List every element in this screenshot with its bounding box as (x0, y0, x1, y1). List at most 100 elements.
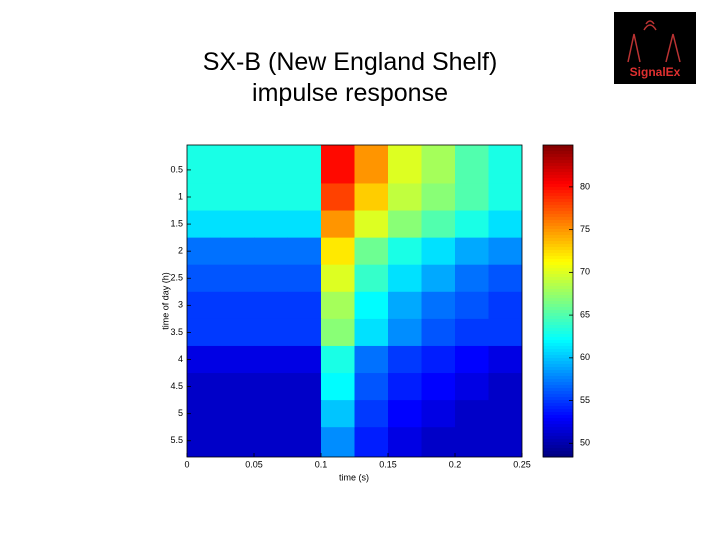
colorbar-tick-label: 65 (580, 309, 590, 319)
heatmap-cell (254, 264, 288, 293)
heatmap-cell (220, 345, 255, 374)
x-tick-label: 0.25 (513, 459, 531, 469)
colorbar-swatch (543, 289, 573, 293)
colorbar-swatch (543, 418, 573, 422)
heatmap-cell (220, 427, 255, 457)
colorbar-swatch (543, 379, 573, 383)
colorbar-swatch (543, 358, 573, 362)
heatmap-cell (421, 145, 456, 184)
colorbar-swatch (543, 157, 573, 161)
colorbar-swatch (543, 232, 573, 236)
heatmap-cell (455, 264, 489, 293)
heatmap-cell (220, 400, 255, 428)
colorbar-swatch (543, 292, 573, 296)
colorbar-swatch (543, 211, 573, 215)
heatmap-cell (488, 237, 522, 266)
heatmap-cell (220, 237, 255, 266)
heatmap-cell (220, 210, 255, 239)
colorbar-swatch (543, 337, 573, 341)
heatmap-cell (421, 291, 456, 320)
title-line: SX-B (New England Shelf) (203, 48, 498, 76)
colorbar-swatch (543, 394, 573, 398)
y-tick-label: 2 (178, 246, 183, 256)
colorbar-swatch (543, 253, 573, 257)
heatmap-cell (421, 264, 456, 293)
heatmap-cell (488, 345, 522, 374)
colorbar-swatch (543, 250, 573, 254)
heatmap-cell (388, 427, 422, 457)
heatmap-cell (187, 373, 221, 401)
heatmap-cell (321, 237, 355, 266)
y-tick-label: 4.5 (170, 381, 183, 391)
colorbar-swatch (543, 445, 573, 449)
heatmap-cell (421, 427, 456, 457)
heatmap-cell (187, 210, 221, 239)
colorbar-swatch (543, 340, 573, 344)
heatmap-cell (488, 400, 522, 428)
heatmap-cell (321, 373, 355, 401)
heatmap-cell (455, 427, 489, 457)
heatmap-cell (421, 400, 456, 428)
colorbar-swatch (543, 199, 573, 203)
title-line: impulse response (252, 79, 448, 107)
colorbar-swatch (543, 349, 573, 353)
colorbar-swatch (543, 313, 573, 317)
logo-graphic (627, 20, 681, 63)
heatmap-cell (287, 291, 322, 320)
colorbar-tick-label: 55 (580, 395, 590, 405)
colorbar-swatch (543, 451, 573, 455)
colorbar-swatch (543, 256, 573, 260)
colorbar-swatch (543, 223, 573, 227)
y-tick-label: 4 (178, 354, 183, 364)
colorbar-frame (542, 144, 574, 458)
colorbar-swatch (543, 268, 573, 272)
colorbar-swatch (543, 277, 573, 281)
heatmap-cell (287, 237, 322, 266)
heatmap-cell (254, 400, 288, 428)
heatmap-cell (321, 400, 355, 428)
colorbar-swatch (543, 301, 573, 305)
heatmap-cell (488, 427, 522, 457)
colorbar-tick-label: 60 (580, 352, 590, 362)
heatmap-cell (388, 345, 422, 374)
y-tick-label: 5 (178, 408, 183, 418)
colorbar-swatch (543, 298, 573, 302)
colorbar-swatch (543, 184, 573, 188)
heatmap-cell (287, 264, 322, 293)
heatmap-cell (455, 373, 489, 401)
colorbar-swatch (543, 322, 573, 326)
y-tick-label: 3.5 (170, 327, 183, 337)
colorbar-swatch (543, 217, 573, 221)
heatmap-cell (354, 373, 389, 401)
heatmap-cell (220, 291, 255, 320)
colorbar-swatch (543, 295, 573, 299)
colorbar-swatch (543, 325, 573, 329)
heatmap-cell (354, 210, 389, 239)
colorbar-swatch (543, 448, 573, 452)
logo-text: SignalEx (630, 65, 681, 79)
heatmap-cell (287, 427, 322, 457)
heatmap-cell (254, 318, 288, 347)
x-tick-label: 0.2 (449, 459, 462, 469)
colorbar-swatch (543, 259, 573, 263)
y-tick-label: 3 (178, 300, 183, 310)
heatmap (187, 145, 522, 457)
colorbar-swatch (543, 310, 573, 314)
heatmap-cell (388, 400, 422, 428)
heatmap-cell (354, 183, 389, 212)
heatmap-cell (488, 264, 522, 293)
colorbar-swatch (543, 376, 573, 380)
heatmap-cell (488, 145, 522, 184)
heatmap-cell (287, 210, 322, 239)
colorbar-swatch (543, 400, 573, 404)
colorbar-swatch (543, 244, 573, 248)
heatmap-cell (220, 318, 255, 347)
heatmap-cell (421, 345, 456, 374)
heatmap-cell (455, 183, 489, 212)
heatmap-cell (421, 210, 456, 239)
heatmap-cell (321, 427, 355, 457)
heatmap-cell (254, 427, 288, 457)
colorbar-swatch (543, 343, 573, 347)
heatmap-cell (488, 210, 522, 239)
colorbar-swatch (543, 355, 573, 359)
